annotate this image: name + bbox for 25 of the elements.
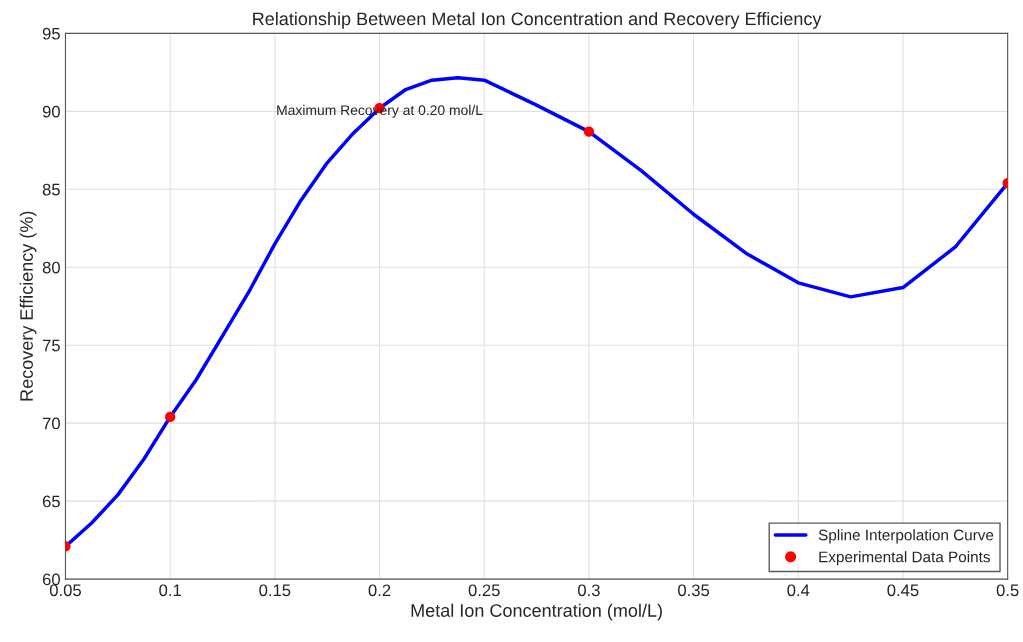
x-tick-label: 0.45 bbox=[887, 584, 919, 597]
y-tick-label: 95 bbox=[42, 27, 60, 40]
x-tick-label: 0.1 bbox=[159, 584, 181, 597]
x-tick-label: 0.5 bbox=[996, 584, 1019, 597]
chart-title: Relationship Between Metal Ion Concentration and Recovery Efficiency bbox=[253, 11, 822, 29]
y-tick-label: 90 bbox=[42, 105, 60, 118]
point bbox=[165, 411, 176, 423]
y-tick-label: 85 bbox=[42, 183, 60, 196]
legend-label: Spline Interpolation Curve bbox=[818, 529, 994, 544]
x-axis-title: Metal Ion Concentration (mol/L) bbox=[411, 603, 662, 621]
x-tick-label: 0.15 bbox=[259, 584, 291, 597]
y-tick-label: 65 bbox=[42, 495, 60, 508]
y-tick-label: 70 bbox=[42, 417, 60, 430]
y-tick-label: 75 bbox=[42, 339, 60, 352]
x-tick-label: 0.3 bbox=[577, 584, 600, 597]
legend-label: Experimental Data Points bbox=[819, 551, 990, 566]
y-axis-title: Recovery Efficiency (%) bbox=[19, 211, 37, 401]
y-tick-label: 60 bbox=[42, 573, 60, 586]
x-tick-label: 0.4 bbox=[787, 584, 810, 597]
x-tick-label: 0.35 bbox=[678, 584, 710, 597]
y-tick-label: 80 bbox=[42, 261, 60, 274]
point bbox=[583, 126, 595, 137]
x-tick-label: 0.05 bbox=[49, 584, 81, 597]
x-tick-label: 0.2 bbox=[368, 584, 391, 597]
x-tick-label: 0.25 bbox=[468, 584, 500, 597]
